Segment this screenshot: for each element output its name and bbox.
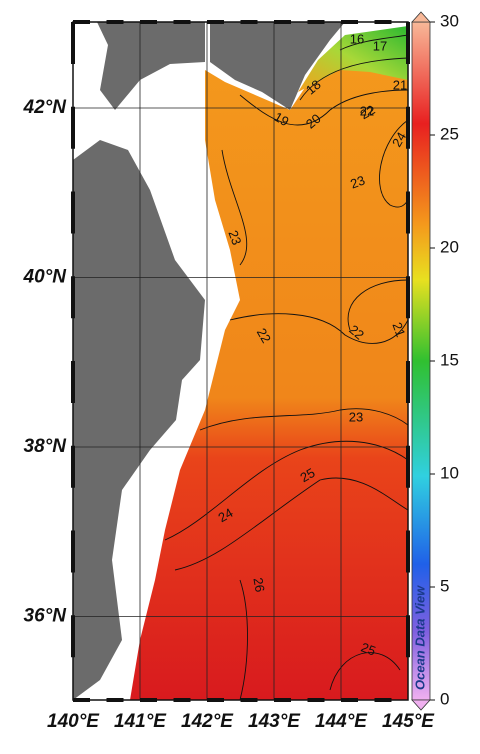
- lat-label: 42°N: [23, 97, 68, 118]
- contour-label: 21: [393, 77, 407, 92]
- contour: [174, 477, 409, 571]
- lat-label: 38°N: [24, 436, 68, 457]
- watermark: Ocean Data View: [412, 585, 427, 690]
- lon-label: 140°E: [47, 711, 100, 732]
- lon-label: 141°E: [114, 711, 167, 732]
- contour: [339, 34, 409, 51]
- colorbar-label: 5: [440, 576, 449, 595]
- contour-label: 25: [359, 639, 378, 658]
- land: [210, 22, 345, 110]
- contour: [239, 579, 248, 701]
- contour-label: 26: [250, 576, 267, 593]
- contour-label: 22: [254, 325, 274, 345]
- colorbar-label: 25: [440, 124, 459, 143]
- contour-label: 16: [350, 31, 364, 46]
- contour: [299, 57, 409, 101]
- contour-label: 23: [348, 172, 367, 191]
- contour: [239, 89, 409, 126]
- contour: [164, 440, 409, 541]
- contour: [229, 313, 409, 344]
- land: [97, 22, 205, 110]
- contour-label: 22: [360, 103, 374, 118]
- contour: [199, 408, 409, 431]
- lon-label: 143°E: [248, 711, 301, 732]
- contour-label: 22: [357, 102, 377, 122]
- colorbar-label: 15: [440, 350, 459, 369]
- contour: [379, 119, 409, 208]
- ocean: [130, 28, 408, 700]
- contour-label: 21: [389, 320, 408, 339]
- colorbar-arrow: [411, 11, 431, 23]
- lon-label: 145°E: [382, 711, 435, 732]
- contour: [347, 279, 409, 331]
- lat-label: 36°N: [24, 606, 68, 627]
- colorbar-label: 30: [440, 11, 459, 30]
- colorbar-label: 0: [440, 689, 449, 708]
- map-area: [73, 22, 409, 701]
- contour-label: 24: [215, 505, 235, 525]
- cold-water: [298, 26, 408, 92]
- contour-label: 19: [272, 109, 292, 129]
- lat-label: 40°N: [23, 267, 68, 288]
- contour-label: 25: [297, 465, 317, 485]
- contour: [329, 652, 401, 691]
- lon-label: 142°E: [181, 711, 234, 732]
- colorbar-label: 10: [440, 463, 459, 482]
- land: [73, 140, 205, 700]
- colorbar-arrow: [411, 699, 431, 711]
- contour: [221, 149, 248, 266]
- colorbar-label: 20: [440, 237, 459, 256]
- contour-label: 24: [389, 129, 409, 149]
- contour-label: 23: [349, 409, 363, 424]
- contour-label: 17: [373, 38, 387, 53]
- contour-label: 23: [225, 228, 244, 247]
- lon-label: 144°E: [315, 711, 368, 732]
